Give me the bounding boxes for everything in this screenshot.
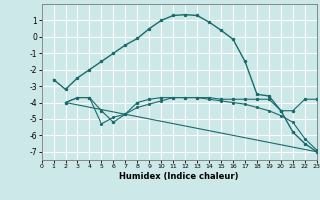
X-axis label: Humidex (Indice chaleur): Humidex (Indice chaleur) bbox=[119, 172, 239, 181]
